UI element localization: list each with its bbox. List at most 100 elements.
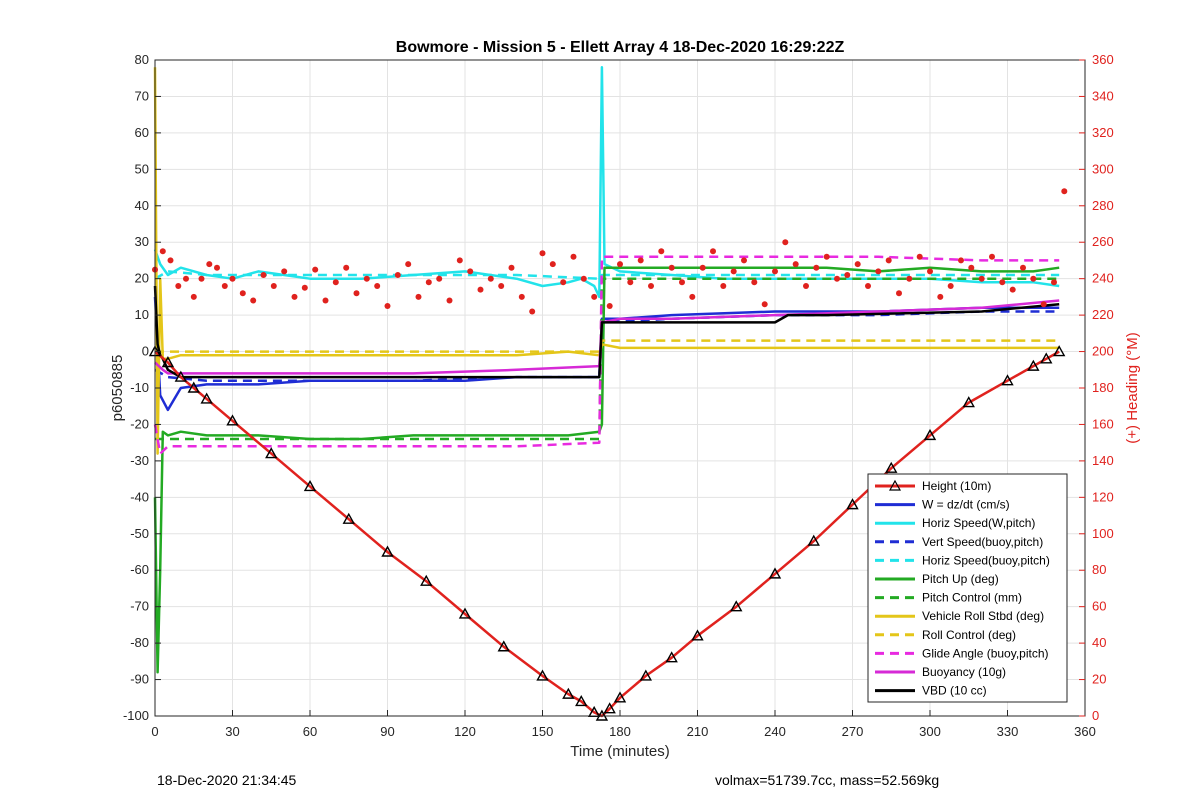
height-marker xyxy=(575,694,588,707)
x-tick-label: 360 xyxy=(1074,724,1096,739)
y-tick-label: -100 xyxy=(123,708,149,723)
heading-point xyxy=(803,283,809,289)
y-tick-label: 20 xyxy=(135,271,149,286)
heading-point xyxy=(374,283,381,289)
heading-point xyxy=(322,297,329,304)
y-tick-label: -90 xyxy=(130,672,149,687)
height-marker xyxy=(200,392,213,404)
heading-point xyxy=(978,275,985,282)
right-tick-label: 120 xyxy=(1092,489,1114,504)
height-marker xyxy=(846,498,859,510)
legend-entry: Roll Control (deg) xyxy=(922,628,1016,642)
right-tick-label: 20 xyxy=(1092,672,1106,687)
legend-entry: Vehicle Roll Stbd (deg) xyxy=(922,609,1044,623)
series-line-4 xyxy=(154,270,1060,280)
y-tick-label: -20 xyxy=(130,416,149,431)
heading-point xyxy=(270,283,277,289)
y-tick-label: -70 xyxy=(130,599,149,614)
heading-point xyxy=(221,283,228,289)
x-axis-label: Time (minutes) xyxy=(570,743,669,760)
legend-box xyxy=(867,473,1068,703)
height-marker xyxy=(665,651,678,663)
legend-entry: Height (10m) xyxy=(922,479,991,493)
x-tick-label: 60 xyxy=(303,724,317,739)
heading-point xyxy=(580,275,587,282)
heading-point xyxy=(885,257,892,264)
heading-point xyxy=(477,286,484,293)
legend-entry: VBD (10 cc) xyxy=(922,684,987,698)
height-marker xyxy=(497,640,510,652)
heading-point xyxy=(539,250,546,257)
heading-point xyxy=(710,248,716,255)
right-tick-label: 160 xyxy=(1092,416,1114,431)
height-marker xyxy=(342,512,355,524)
heading-point xyxy=(761,301,768,308)
heading-point xyxy=(937,293,944,300)
height-marker xyxy=(603,702,616,714)
heading-point xyxy=(343,264,350,271)
heading-point xyxy=(792,261,799,268)
heading-point xyxy=(968,264,975,271)
y-tick-label: 0 xyxy=(142,344,149,359)
legend: Height (10m) W = dz/dt (cm/s) Horiz Speed(… xyxy=(867,473,1068,703)
heading-point xyxy=(260,272,267,278)
heading-point xyxy=(875,268,882,275)
heading-point xyxy=(363,275,370,282)
right-tick-label: 200 xyxy=(1092,344,1114,359)
x-tick-label: 270 xyxy=(842,724,864,739)
height-marker xyxy=(1027,359,1040,371)
y-tick-label: 80 xyxy=(135,52,149,67)
heading-point xyxy=(741,257,747,264)
heading-point xyxy=(529,308,536,315)
x-tick-label: 150 xyxy=(532,724,554,739)
y-tick-label: 50 xyxy=(135,161,149,176)
heading-point xyxy=(730,268,737,275)
y-tick-label: 30 xyxy=(135,234,149,249)
heading-point xyxy=(927,268,933,275)
heading-point xyxy=(627,279,634,286)
heading-point xyxy=(487,275,494,282)
x-tick-label: 330 xyxy=(997,724,1019,739)
heading-point xyxy=(617,261,623,268)
heading-point xyxy=(183,275,189,282)
height-marker xyxy=(562,687,575,699)
height-marker xyxy=(420,574,433,586)
right-tick-label: 60 xyxy=(1092,599,1106,614)
heading-point xyxy=(549,261,556,268)
heading-point xyxy=(1020,264,1026,271)
footer-timestamp: 18-Dec-2020 21:34:45 xyxy=(157,772,297,788)
right-tick-label: 320 xyxy=(1092,125,1114,140)
heading-point xyxy=(206,261,213,268)
right-tick-label: 220 xyxy=(1092,307,1114,322)
heading-point xyxy=(896,290,902,297)
heading-scatter xyxy=(152,188,1068,315)
y-tick-label: -60 xyxy=(130,562,149,577)
height-marker xyxy=(1052,345,1066,357)
legend-entry: W = dz/dt (cm/s) xyxy=(922,498,1010,512)
heading-point xyxy=(637,257,644,264)
heading-point xyxy=(1030,275,1037,282)
y-tick-label: -80 xyxy=(130,635,149,650)
y-tick-label: 40 xyxy=(135,198,149,213)
height-marker xyxy=(639,669,653,681)
legend-marker xyxy=(888,479,902,491)
y-tick-label: 60 xyxy=(135,125,149,140)
heading-point xyxy=(916,253,923,260)
y-axis-right-label: (+) Heading (°M) xyxy=(1124,332,1141,443)
heading-point xyxy=(906,275,913,282)
heading-point xyxy=(198,275,205,282)
heading-point xyxy=(720,283,727,289)
y-tick-label: -30 xyxy=(130,453,149,468)
y-tick-label: -50 xyxy=(130,526,149,541)
heading-point xyxy=(689,293,696,300)
chart-title: Bowmore - Mission 5 - Ellett Array 4 18-… xyxy=(396,39,845,56)
series-layer xyxy=(153,66,1060,718)
heading-point xyxy=(229,275,236,282)
heading-point xyxy=(668,264,675,271)
right-tick-label: 340 xyxy=(1092,88,1114,103)
footer-volmax-mass: volmax=51739.7cc, mass=52.569kg xyxy=(715,772,940,788)
x-tick-label: 0 xyxy=(151,724,158,739)
height-marker xyxy=(174,370,188,382)
heading-point xyxy=(834,275,840,282)
